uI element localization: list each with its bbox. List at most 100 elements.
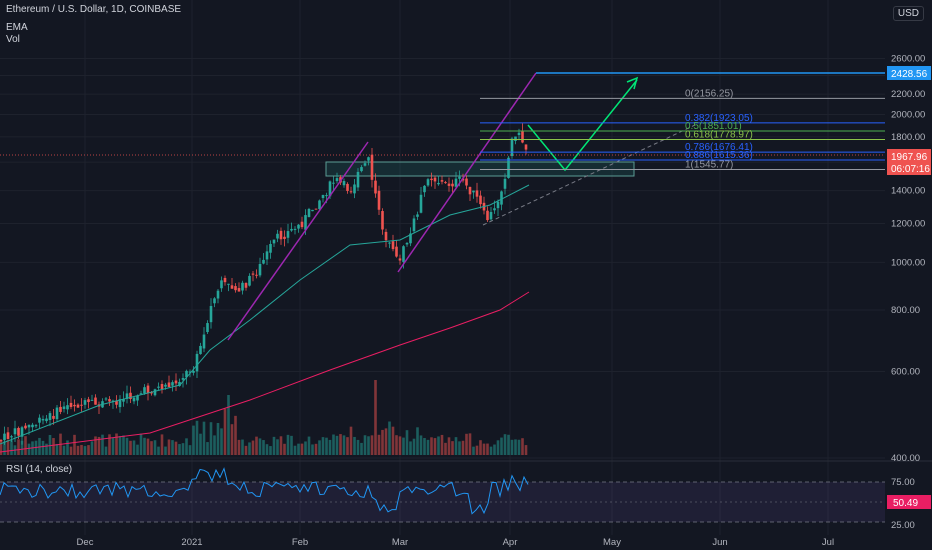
- volume-bar: [164, 446, 167, 455]
- channel-line-upper-2[interactable]: [397, 72, 537, 273]
- time-tick: Mar: [392, 537, 408, 548]
- candle-body: [405, 242, 409, 245]
- volume-bar: [171, 440, 174, 455]
- candle-body: [38, 417, 41, 423]
- volume-bar: [276, 439, 279, 455]
- candle-body: [125, 393, 129, 399]
- volume-bar: [384, 428, 388, 455]
- candle-body: [213, 298, 216, 304]
- volume-bar: [94, 436, 97, 455]
- candle-body: [3, 433, 6, 441]
- volume-bar: [370, 435, 374, 455]
- volume-bar: [433, 438, 437, 455]
- price-tick: 800.00: [891, 305, 920, 316]
- volume-bar: [90, 441, 94, 455]
- volume-bar: [41, 440, 45, 455]
- candle-body: [297, 224, 300, 229]
- volume-bar: [283, 443, 286, 455]
- rsi-title: RSI (14, close): [6, 464, 72, 475]
- candle-body: [188, 371, 192, 373]
- volume-bar: [237, 439, 241, 455]
- volume-bar: [349, 426, 353, 455]
- candle-body: [34, 425, 38, 427]
- candle-body: [202, 334, 206, 349]
- rsi-value-text: 50.49: [893, 498, 918, 509]
- volume-bar: [314, 443, 318, 455]
- time-axis[interactable]: Dec 2021 Feb Mar Apr May Jun Jul: [77, 537, 835, 548]
- price-axis[interactable]: 2600.002400.002200.002000.001800.001600.…: [891, 53, 925, 464]
- channel-line-upper-1[interactable]: [227, 141, 369, 341]
- ema-fast-line: [0, 184, 530, 445]
- volume-bar: [346, 437, 349, 455]
- volume-bar: [216, 423, 220, 455]
- rsi-tick-75: 75.00: [891, 477, 915, 488]
- candle-body: [454, 178, 458, 187]
- candle-body: [143, 387, 146, 394]
- volume-bar: [272, 436, 276, 455]
- ema-legend[interactable]: EMA: [6, 22, 28, 33]
- rsi-line: [0, 467, 529, 515]
- candle-body: [374, 180, 377, 194]
- volume-bar: [223, 408, 227, 455]
- candle-body: [136, 395, 139, 401]
- ema-slow-line: [0, 291, 530, 453]
- volume-bar: [227, 395, 230, 455]
- projection-path[interactable]: [527, 79, 638, 172]
- candle-body: [402, 246, 405, 262]
- currency-badge[interactable]: USD: [892, 6, 924, 21]
- candle-body: [412, 218, 416, 232]
- candle-body: [10, 436, 13, 438]
- candle-body: [237, 288, 241, 292]
- volume-bar: [38, 437, 41, 455]
- price-tick: 600.00: [891, 366, 920, 377]
- volume-bar: [220, 428, 223, 455]
- volume-bar: [48, 434, 52, 455]
- volume-bar: [321, 437, 325, 455]
- volume-bar: [405, 430, 409, 455]
- candle-body: [328, 181, 332, 197]
- candle-body: [17, 427, 20, 436]
- volume-bar: [143, 437, 146, 455]
- candle-body: [475, 190, 479, 197]
- volume-bar: [454, 437, 458, 455]
- candle-body: [300, 221, 304, 228]
- fib-retracement[interactable]: 0(2156.25) 0.382(1923.05)0.5(1851.01)0.61…: [480, 88, 885, 170]
- candle-body: [27, 424, 31, 428]
- candle-body: [118, 399, 122, 408]
- fib-level-label: 0.786(1676.41): [685, 142, 753, 153]
- volume-bar: [381, 429, 384, 455]
- candle-body: [395, 246, 398, 257]
- volume-bar: [45, 443, 48, 455]
- fib-level-label: 0.886(1615.36): [685, 150, 753, 161]
- volume-bar: [3, 441, 6, 455]
- candle-body: [230, 285, 234, 289]
- fib-level-label: 1(1545.77): [685, 159, 733, 170]
- time-tick: 2021: [181, 537, 202, 548]
- candle-body: [353, 184, 356, 194]
- time-tick: Jun: [712, 537, 727, 548]
- candle-body: [66, 405, 69, 410]
- candle-body: [94, 397, 97, 405]
- volume-bar: [97, 436, 101, 455]
- candle-body: [185, 370, 188, 378]
- volume-bar: [356, 439, 360, 455]
- volume-bar: [188, 445, 192, 455]
- volume-bar: [202, 421, 206, 455]
- candle-body: [251, 273, 255, 275]
- candle-body: [311, 209, 314, 212]
- volume-bar: [108, 434, 111, 455]
- candle-body: [73, 404, 76, 407]
- vol-legend[interactable]: Vol: [6, 34, 20, 45]
- symbol-title[interactable]: Ethereum / U.S. Dollar, 1D, COINBASE: [6, 4, 182, 15]
- volume-bar: [66, 440, 69, 455]
- time-tick: Feb: [292, 537, 308, 548]
- candle-body: [451, 183, 454, 187]
- candle-body: [209, 305, 213, 323]
- volume-bar: [367, 436, 370, 455]
- volume-bar: [146, 438, 150, 455]
- candle-body: [496, 201, 500, 209]
- volume-bar: [206, 442, 209, 455]
- fib-level-label: 0.5(1851.01): [685, 121, 742, 132]
- candle-body: [171, 382, 174, 386]
